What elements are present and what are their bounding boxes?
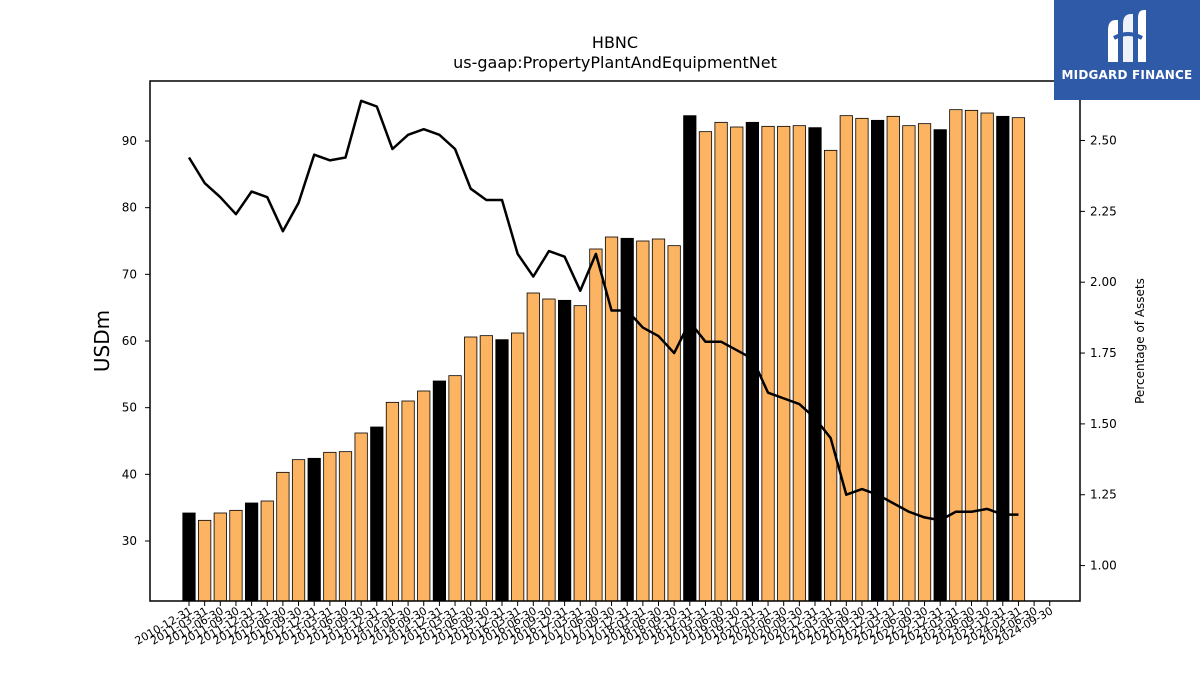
bar bbox=[260, 500, 274, 602]
bar bbox=[651, 238, 666, 602]
bar bbox=[432, 380, 447, 602]
bar bbox=[276, 471, 290, 602]
bar bbox=[871, 119, 885, 602]
bar bbox=[464, 336, 478, 602]
y2-tick-label: 1.00 bbox=[1090, 559, 1117, 573]
bar bbox=[808, 127, 822, 602]
midgard-logo-icon bbox=[1108, 10, 1146, 62]
bar bbox=[917, 123, 932, 602]
midgard-finance-logo: MIDGARD FINANCE bbox=[1054, 0, 1200, 100]
bar bbox=[401, 400, 415, 602]
bar bbox=[495, 339, 509, 602]
bar bbox=[213, 512, 227, 602]
y2-axis-ticks: 1.00 1.25 1.50 1.75 2.00 2.25 2.50 bbox=[1080, 134, 1117, 573]
chart-title: HBNC bbox=[592, 33, 638, 52]
bar bbox=[683, 115, 697, 602]
bar bbox=[855, 117, 869, 602]
bar bbox=[542, 298, 556, 602]
y2-axis-label: Percentage of Assets bbox=[1133, 278, 1147, 404]
y2-tick-label: 1.75 bbox=[1090, 346, 1117, 360]
y2-tick-label: 2.00 bbox=[1090, 275, 1117, 289]
y2-tick-label: 1.50 bbox=[1090, 417, 1117, 431]
y-axis-label: USDm bbox=[90, 310, 114, 372]
bar bbox=[511, 332, 525, 602]
bar bbox=[761, 125, 775, 602]
y-tick-label: 90 bbox=[122, 134, 137, 148]
bar bbox=[886, 115, 900, 602]
bar bbox=[996, 115, 1010, 602]
bar bbox=[573, 305, 587, 602]
bar bbox=[198, 519, 212, 602]
bar bbox=[323, 451, 337, 602]
bar bbox=[667, 245, 681, 602]
bar bbox=[980, 112, 994, 602]
bar bbox=[1011, 117, 1026, 602]
bar bbox=[730, 126, 744, 602]
bar bbox=[589, 248, 603, 602]
bar bbox=[792, 125, 806, 602]
bar bbox=[244, 502, 259, 602]
bar bbox=[229, 509, 243, 602]
percentage-of-assets-line bbox=[187, 99, 1019, 522]
bar bbox=[824, 149, 838, 602]
bar bbox=[620, 237, 634, 602]
bar bbox=[370, 426, 384, 602]
bar bbox=[964, 109, 979, 602]
bar bbox=[949, 109, 963, 602]
bar bbox=[933, 129, 947, 602]
bar-series bbox=[182, 109, 1026, 602]
bar bbox=[448, 375, 462, 602]
bar bbox=[385, 401, 400, 602]
bar bbox=[777, 125, 791, 602]
bar bbox=[902, 125, 916, 602]
bar bbox=[354, 432, 368, 602]
chart-subtitle: us-gaap:PropertyPlantAndEquipmentNet bbox=[453, 53, 777, 72]
bar bbox=[636, 240, 650, 602]
bar bbox=[558, 299, 572, 602]
y-axis-ticks: 30 40 50 60 70 80 90 bbox=[122, 134, 150, 548]
y-tick-label: 40 bbox=[122, 467, 137, 481]
bar bbox=[291, 459, 306, 602]
bar bbox=[839, 115, 853, 602]
bar bbox=[307, 457, 321, 602]
bar bbox=[417, 390, 431, 602]
y-tick-label: 30 bbox=[122, 534, 137, 548]
y-tick-label: 70 bbox=[122, 267, 137, 281]
y-tick-label: 50 bbox=[122, 401, 137, 415]
x-axis-ticks: 2010-12-312011-03-312011-06-302011-09-30… bbox=[133, 601, 1055, 648]
y2-tick-label: 2.50 bbox=[1090, 134, 1117, 148]
y-tick-label: 80 bbox=[122, 201, 137, 215]
y-tick-label: 60 bbox=[122, 334, 137, 348]
y2-tick-label: 1.25 bbox=[1090, 488, 1117, 502]
bar bbox=[526, 292, 540, 602]
bar bbox=[338, 451, 353, 602]
plot-frame bbox=[149, 80, 1081, 602]
bar bbox=[714, 121, 728, 602]
bar bbox=[182, 512, 196, 602]
bar bbox=[479, 335, 493, 602]
bar bbox=[698, 131, 713, 602]
logo-text: MIDGARD FINANCE bbox=[1061, 68, 1193, 82]
y2-tick-label: 2.25 bbox=[1090, 204, 1117, 218]
